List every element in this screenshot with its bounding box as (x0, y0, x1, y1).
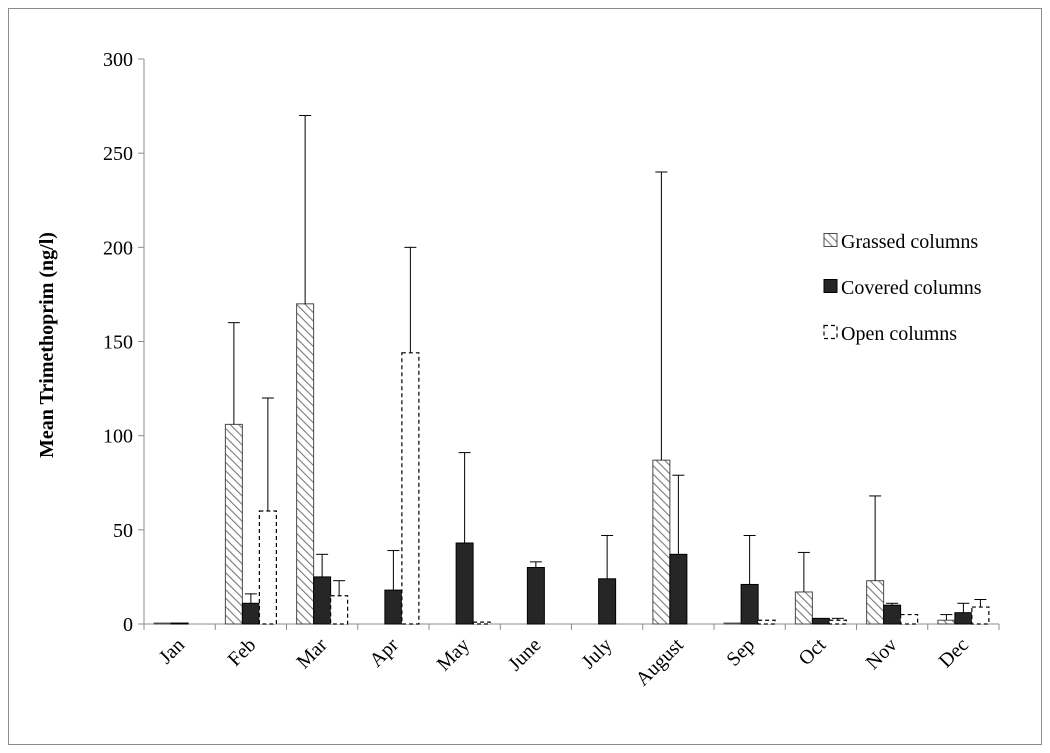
bar (472, 621, 491, 625)
bar (652, 459, 671, 625)
y-tick-label: 200 (103, 237, 133, 259)
bar (455, 542, 474, 625)
x-tick-label: June (504, 634, 546, 676)
legend-label: Covered columns (841, 277, 982, 299)
y-tick-label: 0 (123, 614, 133, 636)
bar-chart: Mean Trimethoprim (ng/l) 0 50 100 150 200 250… (36, 49, 1000, 691)
bar (401, 352, 420, 625)
bar (241, 602, 260, 625)
bar (900, 613, 919, 625)
bar (723, 622, 742, 625)
x-tick-label: Oct (794, 634, 830, 670)
bar (313, 576, 332, 625)
bar (794, 591, 813, 625)
chart-frame: Mean Trimethoprim (ng/l) 0 50 100 150 200 250… (8, 8, 1042, 745)
bar (330, 595, 349, 625)
x-tick-label: Dec (935, 634, 973, 672)
y-tick-label: 300 (103, 49, 133, 71)
legend-label: Open columns (841, 323, 957, 345)
x-tick-label: August (631, 634, 688, 691)
x-tick-label: Apr (365, 634, 403, 672)
bar (811, 617, 830, 625)
x-tick-label: Nov (862, 634, 902, 674)
bar (883, 604, 902, 625)
legend-label: Grassed columns (841, 231, 978, 253)
x-tick-label: Sep (722, 634, 759, 671)
bar (598, 578, 617, 625)
bar (384, 589, 403, 625)
y-tick-label: 250 (103, 143, 133, 165)
y-tick-label: 50 (113, 520, 133, 542)
bar (971, 606, 990, 625)
bar (740, 583, 759, 625)
bar (669, 553, 688, 625)
bar (757, 619, 776, 625)
x-tick-label: Mar (293, 634, 332, 673)
y-axis-title: Mean Trimethoprim (ng/l) (36, 232, 58, 458)
y-tick-label: 150 (103, 332, 133, 354)
legend-swatch (823, 233, 838, 247)
bar (937, 619, 956, 625)
x-tick-label: Feb (224, 634, 261, 671)
x-tick-label: July (578, 634, 617, 673)
bar (828, 619, 847, 625)
bar (153, 622, 172, 625)
legend-swatch (823, 324, 838, 340)
legend-swatch (823, 279, 838, 293)
bar (224, 423, 243, 625)
x-tick-label: Jan (155, 634, 189, 668)
bar (526, 567, 545, 625)
bar (170, 622, 189, 625)
bar (866, 580, 885, 625)
bar (296, 303, 315, 625)
y-tick-label: 100 (103, 426, 133, 448)
x-tick-label: May (433, 634, 474, 675)
bar (954, 612, 973, 625)
bar (258, 510, 277, 625)
